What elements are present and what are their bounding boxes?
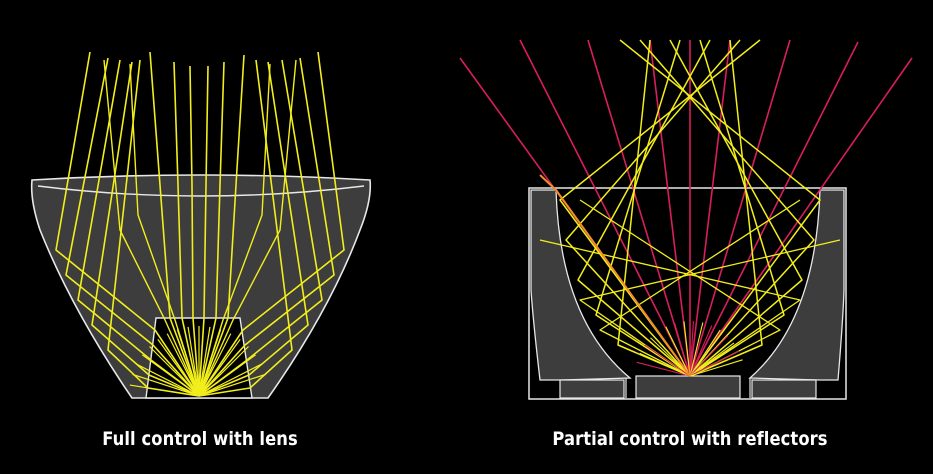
light-ray <box>683 321 691 377</box>
light-ray <box>198 61 225 397</box>
light-ray <box>198 59 297 397</box>
light-ray <box>198 329 222 397</box>
reflector-diagram <box>459 39 913 400</box>
light-ray <box>142 354 200 397</box>
light-ray <box>189 65 200 397</box>
light-ray <box>198 363 262 397</box>
light-ray <box>669 39 803 377</box>
reflector-base-right <box>751 379 817 399</box>
light-ray <box>157 339 200 397</box>
light-ray <box>176 329 200 397</box>
light-ray <box>665 326 691 377</box>
reflector-left-wall <box>530 189 632 381</box>
light-ray <box>91 61 200 397</box>
light-ray <box>644 344 691 377</box>
light-ray <box>65 57 200 397</box>
light-ray <box>149 51 200 397</box>
light-ray <box>187 326 200 397</box>
light-ray <box>166 333 200 397</box>
lens-diagram <box>30 51 372 399</box>
light-ray <box>173 61 200 397</box>
light-ray <box>595 39 691 377</box>
reflector-base-center <box>635 375 741 399</box>
light-ray <box>689 335 729 377</box>
light-ray <box>689 39 785 377</box>
light-ray <box>649 39 691 377</box>
light-ray <box>198 326 211 397</box>
light-ray <box>198 59 293 397</box>
light-ray <box>577 39 711 377</box>
light-ray <box>689 325 713 377</box>
light-ray <box>689 329 721 377</box>
light-ray <box>639 352 691 377</box>
light-ray <box>539 239 801 377</box>
light-ray <box>149 346 200 397</box>
light-ray <box>198 54 245 397</box>
light-ray <box>198 346 249 397</box>
light-ray <box>132 373 200 397</box>
light-ray <box>674 323 691 377</box>
light-ray <box>565 39 741 377</box>
light-ray <box>129 384 200 397</box>
light-ray <box>599 199 801 377</box>
light-ray <box>636 361 691 377</box>
light-ray <box>689 57 913 377</box>
light-ray <box>198 51 345 397</box>
lens-body <box>30 174 372 399</box>
light-ray <box>689 342 735 377</box>
light-ray <box>198 373 266 397</box>
lens-rays <box>55 51 345 397</box>
light-ray <box>689 39 731 377</box>
light-ray <box>198 57 335 397</box>
light-ray <box>587 39 691 377</box>
light-ray <box>689 41 859 377</box>
light-ray <box>198 339 241 397</box>
light-ray <box>519 39 691 377</box>
light-ray <box>689 321 695 377</box>
light-ray <box>198 333 232 397</box>
light-ray <box>689 359 743 377</box>
light-ray <box>689 322 704 377</box>
reflector-caption: Partial control with reflectors <box>552 428 828 450</box>
light-ray <box>55 51 200 397</box>
light-ray <box>103 59 200 397</box>
light-ray <box>689 350 740 377</box>
reflector-right-wall <box>748 189 845 381</box>
light-ray <box>136 363 200 397</box>
reflector-base-left <box>559 379 625 399</box>
light-ray <box>198 354 256 397</box>
reflector-rays <box>459 39 913 377</box>
light-ray <box>198 65 209 397</box>
light-ray <box>539 174 691 377</box>
light-ray <box>650 337 691 377</box>
light-ray <box>689 39 791 377</box>
lens-caption: Full control with lens <box>102 428 298 450</box>
light-ray <box>639 39 815 377</box>
light-ray <box>198 61 309 397</box>
light-ray <box>689 39 763 377</box>
